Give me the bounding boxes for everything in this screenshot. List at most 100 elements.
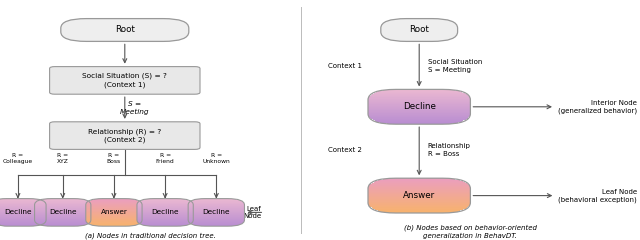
FancyBboxPatch shape — [35, 221, 90, 222]
FancyBboxPatch shape — [0, 211, 46, 212]
FancyBboxPatch shape — [368, 198, 470, 199]
FancyBboxPatch shape — [387, 212, 452, 213]
FancyBboxPatch shape — [372, 119, 466, 120]
Text: (b) Nodes based on behavior-oriented
generalization in BehavDT.: (b) Nodes based on behavior-oriented gen… — [404, 224, 537, 239]
FancyBboxPatch shape — [383, 90, 456, 91]
FancyBboxPatch shape — [368, 197, 470, 198]
FancyBboxPatch shape — [0, 216, 46, 217]
FancyBboxPatch shape — [86, 219, 142, 220]
FancyBboxPatch shape — [86, 216, 142, 217]
FancyBboxPatch shape — [36, 222, 90, 223]
FancyBboxPatch shape — [145, 225, 185, 226]
FancyBboxPatch shape — [381, 19, 458, 41]
FancyBboxPatch shape — [368, 108, 470, 109]
FancyBboxPatch shape — [86, 204, 142, 205]
Text: R =
Unknown: R = Unknown — [202, 153, 230, 164]
FancyBboxPatch shape — [368, 191, 470, 192]
FancyBboxPatch shape — [137, 215, 193, 216]
FancyBboxPatch shape — [0, 215, 46, 216]
FancyBboxPatch shape — [0, 214, 46, 215]
FancyBboxPatch shape — [35, 208, 91, 209]
FancyBboxPatch shape — [370, 184, 468, 185]
Text: Social Situation
S = Meeting: Social Situation S = Meeting — [428, 59, 482, 73]
FancyBboxPatch shape — [94, 199, 134, 200]
FancyBboxPatch shape — [86, 212, 142, 213]
Text: Context 2: Context 2 — [328, 147, 362, 153]
Text: R =
Boss: R = Boss — [107, 153, 121, 164]
FancyBboxPatch shape — [137, 219, 193, 220]
FancyBboxPatch shape — [370, 206, 468, 207]
FancyBboxPatch shape — [380, 122, 458, 123]
FancyBboxPatch shape — [86, 213, 142, 214]
FancyBboxPatch shape — [188, 213, 244, 214]
FancyBboxPatch shape — [368, 109, 470, 110]
FancyBboxPatch shape — [0, 208, 46, 209]
FancyBboxPatch shape — [188, 208, 244, 209]
FancyBboxPatch shape — [368, 111, 470, 112]
FancyBboxPatch shape — [0, 205, 46, 206]
FancyBboxPatch shape — [86, 216, 142, 217]
FancyBboxPatch shape — [368, 201, 470, 202]
FancyBboxPatch shape — [383, 211, 456, 212]
FancyBboxPatch shape — [138, 203, 193, 204]
FancyBboxPatch shape — [189, 203, 244, 204]
FancyBboxPatch shape — [86, 203, 141, 204]
FancyBboxPatch shape — [35, 217, 91, 218]
FancyBboxPatch shape — [35, 215, 91, 216]
FancyBboxPatch shape — [0, 207, 46, 208]
FancyBboxPatch shape — [0, 217, 46, 218]
FancyBboxPatch shape — [86, 214, 142, 215]
FancyBboxPatch shape — [188, 216, 244, 217]
FancyBboxPatch shape — [137, 207, 193, 208]
FancyBboxPatch shape — [86, 209, 142, 210]
FancyBboxPatch shape — [369, 96, 469, 97]
FancyBboxPatch shape — [188, 212, 244, 213]
FancyBboxPatch shape — [142, 200, 188, 201]
FancyBboxPatch shape — [188, 218, 244, 219]
FancyBboxPatch shape — [368, 107, 470, 108]
FancyBboxPatch shape — [51, 226, 74, 227]
FancyBboxPatch shape — [188, 218, 244, 219]
FancyBboxPatch shape — [36, 202, 90, 203]
FancyBboxPatch shape — [137, 208, 193, 209]
FancyBboxPatch shape — [368, 197, 470, 198]
FancyBboxPatch shape — [145, 199, 185, 200]
FancyBboxPatch shape — [188, 214, 244, 215]
FancyBboxPatch shape — [37, 201, 88, 202]
FancyBboxPatch shape — [188, 210, 244, 211]
FancyBboxPatch shape — [372, 94, 467, 95]
FancyBboxPatch shape — [0, 217, 46, 218]
FancyBboxPatch shape — [368, 102, 470, 103]
FancyBboxPatch shape — [86, 206, 142, 207]
FancyBboxPatch shape — [61, 19, 189, 41]
FancyBboxPatch shape — [378, 91, 460, 92]
FancyBboxPatch shape — [0, 200, 41, 201]
Text: Leaf
Node: Leaf Node — [243, 206, 261, 219]
FancyBboxPatch shape — [35, 214, 91, 215]
FancyBboxPatch shape — [35, 212, 91, 213]
FancyBboxPatch shape — [188, 207, 244, 208]
FancyBboxPatch shape — [137, 220, 193, 221]
FancyBboxPatch shape — [35, 210, 91, 211]
FancyBboxPatch shape — [189, 221, 244, 222]
FancyBboxPatch shape — [368, 113, 470, 114]
FancyBboxPatch shape — [368, 202, 470, 203]
FancyBboxPatch shape — [188, 219, 244, 220]
FancyBboxPatch shape — [188, 209, 244, 210]
FancyBboxPatch shape — [86, 217, 142, 218]
FancyBboxPatch shape — [35, 203, 90, 204]
FancyBboxPatch shape — [86, 221, 141, 222]
FancyBboxPatch shape — [387, 123, 452, 124]
FancyBboxPatch shape — [86, 211, 142, 212]
FancyBboxPatch shape — [0, 224, 41, 225]
FancyBboxPatch shape — [147, 225, 183, 226]
FancyBboxPatch shape — [368, 108, 470, 109]
FancyBboxPatch shape — [137, 209, 193, 210]
Text: Relationship
R = Boss: Relationship R = Boss — [428, 143, 470, 157]
FancyBboxPatch shape — [368, 187, 470, 188]
FancyBboxPatch shape — [193, 224, 239, 225]
FancyBboxPatch shape — [140, 223, 191, 224]
FancyBboxPatch shape — [86, 205, 142, 206]
FancyBboxPatch shape — [43, 199, 83, 200]
FancyBboxPatch shape — [369, 98, 470, 99]
